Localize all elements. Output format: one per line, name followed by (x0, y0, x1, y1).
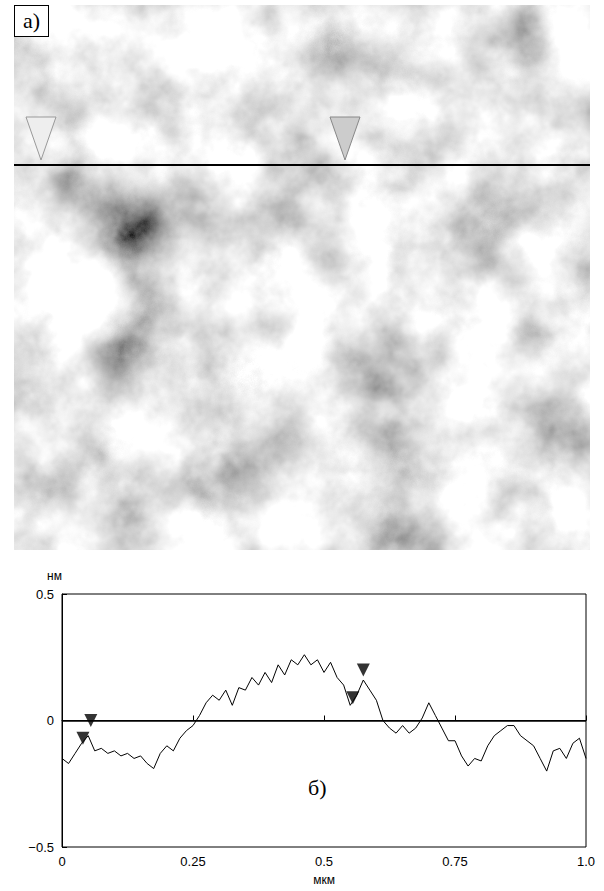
svg-text:0.75: 0.75 (442, 854, 467, 869)
svg-text:0.25: 0.25 (180, 854, 205, 869)
svg-text:0: 0 (47, 713, 54, 728)
html-text:а): а) (23, 8, 41, 33)
svg-text:мкм: мкм (313, 873, 335, 887)
svg-text:нм: нм (47, 569, 62, 583)
svg-text:0.5: 0.5 (315, 854, 333, 869)
svg-text:1.0: 1.0 (577, 854, 595, 869)
svg-text:0.5: 0.5 (36, 587, 54, 602)
svg-text:0: 0 (58, 854, 65, 869)
svg-text:б): б) (308, 775, 327, 800)
svg-text:−0.5: −0.5 (28, 840, 54, 855)
